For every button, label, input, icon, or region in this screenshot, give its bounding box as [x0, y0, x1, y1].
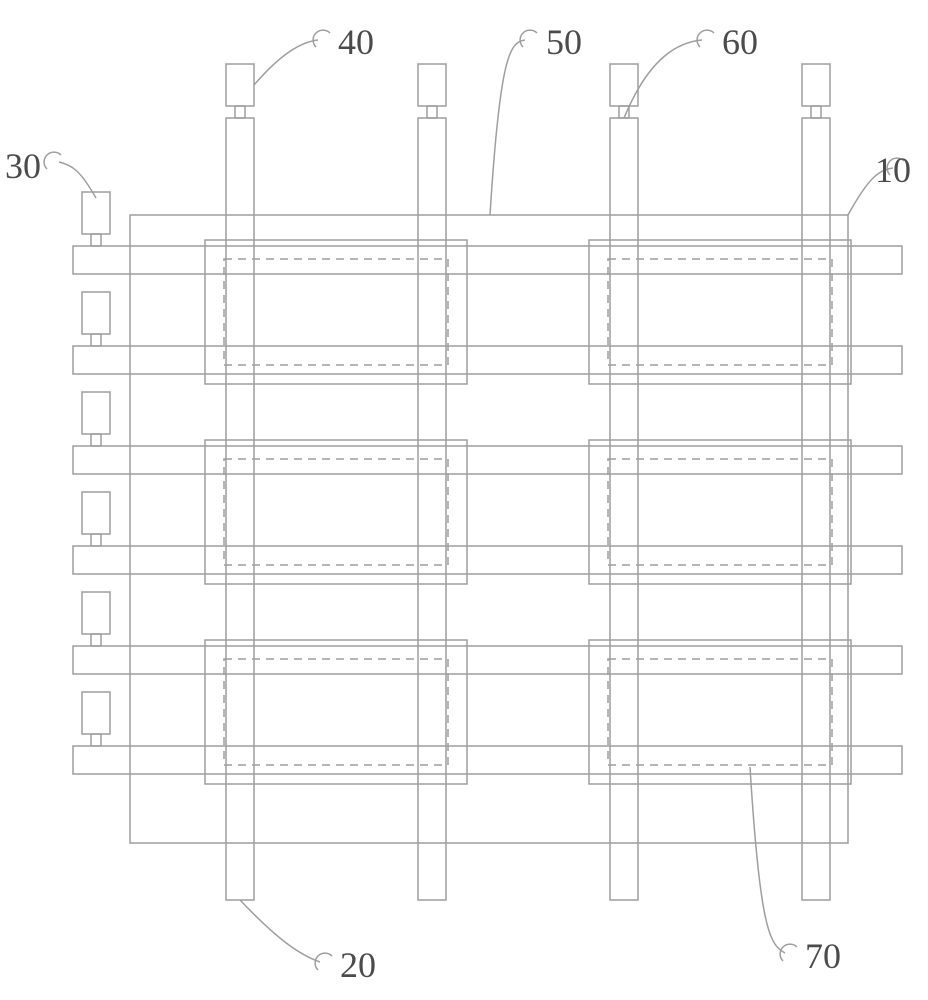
label-40: 40	[338, 22, 374, 62]
label-20: 20	[340, 945, 376, 985]
figure-svg: 10 20 30 40 50 60 70	[0, 0, 928, 1000]
label-10: 10	[875, 150, 911, 190]
label-50: 50	[546, 22, 582, 62]
label-60: 60	[722, 22, 758, 62]
label-70: 70	[805, 936, 841, 976]
label-30: 30	[5, 146, 41, 186]
